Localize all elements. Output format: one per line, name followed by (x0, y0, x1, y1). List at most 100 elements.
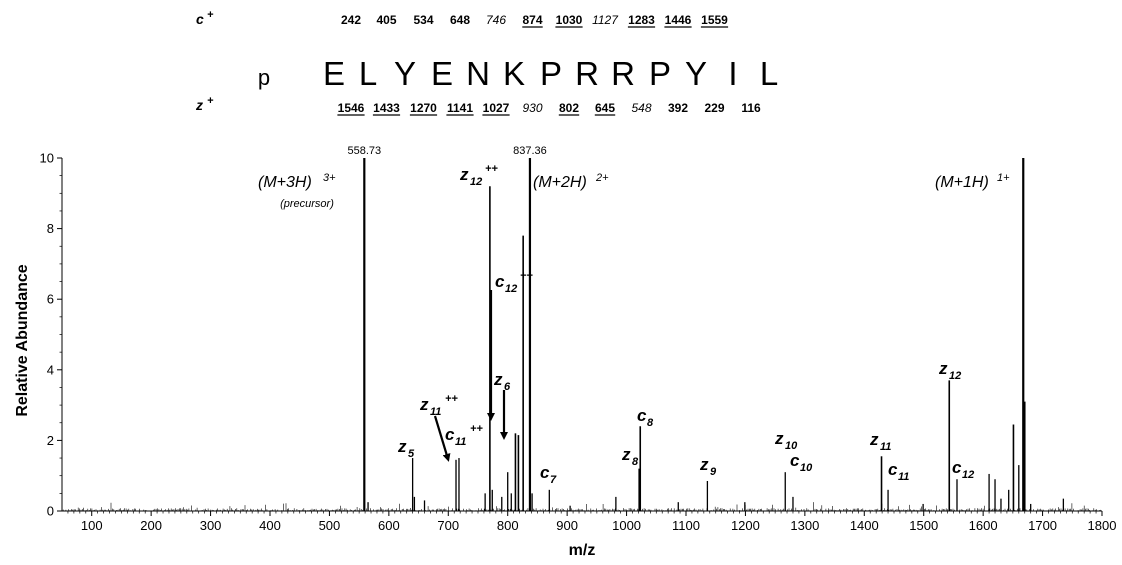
ion-label-number: 12 (949, 370, 961, 382)
z-ion-value: 1141 (447, 101, 473, 115)
sequence-residue: Y (394, 55, 416, 92)
ion-label: z (459, 165, 469, 184)
precursor-annotation-1h-charge: 1+ (997, 172, 1010, 184)
c-ion-value: 1446 (665, 13, 692, 27)
c-ion-value: 405 (376, 13, 396, 27)
y-tick-label: 4 (47, 362, 54, 377)
ion-label: c (637, 406, 647, 425)
y-axis-title: Relative Abundance (14, 264, 31, 416)
c-ion-value: 648 (450, 13, 470, 27)
ion-label-number: 11 (455, 436, 466, 448)
ion-label: c (952, 458, 962, 477)
z-ion-value: 1433 (373, 101, 400, 115)
ion-label-charge: ++ (470, 423, 483, 435)
x-tick-label: 1400 (850, 518, 879, 533)
precursor-annotation-1h: (M+1H) (935, 174, 989, 191)
ion-label-number: 11 (880, 441, 891, 453)
sequence-residue: P (649, 55, 671, 92)
x-tick-label: 1800 (1088, 518, 1117, 533)
ion-label: z (699, 455, 709, 474)
x-tick-label: 1300 (790, 518, 819, 533)
z-ion-value: 229 (704, 101, 724, 115)
peak-mass-label: 558.73 (347, 145, 381, 157)
x-tick-label: 400 (259, 518, 281, 533)
precursor-annotation-3h-charge: 3+ (323, 172, 336, 184)
ion-label: z (493, 370, 503, 389)
ion-label-number: 12 (470, 176, 482, 188)
precursor-annotation-3h: (M+3H) (258, 174, 312, 191)
z-ion-value: 392 (668, 101, 688, 115)
ion-label-number: 10 (800, 462, 813, 474)
y-tick-label: 0 (47, 504, 54, 519)
z-ion-value: 116 (741, 101, 761, 115)
z-ion-header: z (195, 97, 203, 113)
c-ion-value: 1127 (592, 13, 619, 27)
z-ion-value: 548 (631, 101, 651, 115)
ion-label-number: 11 (898, 471, 909, 483)
x-tick-label: 1000 (612, 518, 641, 533)
x-tick-label: 300 (200, 518, 222, 533)
c-ion-value: 1030 (556, 13, 583, 27)
x-tick-label: 200 (140, 518, 162, 533)
ion-label: c (790, 451, 800, 470)
x-tick-label: 700 (437, 518, 459, 533)
ion-label: c (495, 272, 505, 291)
x-tick-label: 800 (497, 518, 519, 533)
ion-label: c (540, 463, 550, 482)
sequence-residue: I (728, 55, 737, 92)
precursor-annotation-2h: (M+2H) (533, 174, 587, 191)
ion-label: z (774, 429, 784, 448)
c-ion-value: 1559 (701, 13, 728, 27)
c-ion-value: 242 (341, 13, 361, 27)
sequence-residue: P (540, 55, 562, 92)
y-tick-label: 6 (47, 292, 54, 307)
precursor-annotation-note: (precursor) (280, 198, 334, 210)
ion-label-charge: ++ (485, 163, 498, 175)
c-ion-value: 534 (413, 13, 433, 27)
ion-label: z (621, 445, 631, 464)
sequence-residue: R (575, 55, 599, 92)
ion-label: z (397, 437, 407, 456)
ion-label: z (419, 395, 429, 414)
x-tick-label: 100 (81, 518, 103, 533)
z-ion-value: 1270 (410, 101, 437, 115)
z-ion-value: 645 (595, 101, 615, 115)
x-tick-label: 1200 (731, 518, 760, 533)
c-ion-value: 746 (486, 13, 506, 27)
ion-label-number: 5 (408, 448, 415, 460)
sequence-residue: E (323, 55, 345, 92)
x-tick-label: 500 (319, 518, 341, 533)
ion-label: z (869, 430, 879, 449)
sequence-residue: Y (685, 55, 707, 92)
ion-label-charge: ++ (445, 393, 458, 405)
x-tick-label: 900 (556, 518, 578, 533)
y-tick-label: 10 (40, 151, 54, 166)
sequence-prefix: p (258, 65, 270, 90)
ion-label-number: 10 (785, 440, 798, 452)
ion-label-number: 11 (430, 406, 441, 418)
x-axis-title: m/z (569, 542, 596, 559)
x-tick-label: 1700 (1028, 518, 1057, 533)
ion-label-number: 8 (647, 417, 654, 429)
sequence-residue: R (611, 55, 635, 92)
x-tick-label: 1600 (969, 518, 998, 533)
c-ion-value: 874 (522, 13, 542, 27)
c-ion-value: 1283 (628, 13, 655, 27)
ion-label-number: 7 (550, 474, 557, 486)
noise-baseline (62, 502, 1101, 511)
peak-mass-label: 837.36 (513, 145, 547, 157)
z-ion-value: 1546 (338, 101, 365, 115)
x-tick-label: 600 (378, 518, 400, 533)
annotation-arrow (433, 415, 451, 462)
ion-label: c (888, 460, 898, 479)
y-tick-label: 2 (47, 433, 54, 448)
y-tick-label: 8 (47, 221, 54, 236)
z-ion-value: 802 (559, 101, 579, 115)
ion-label-number: 9 (710, 466, 717, 478)
x-tick-label: 1500 (909, 518, 938, 533)
ion-label: c (445, 425, 455, 444)
ion-label-number: 6 (504, 381, 511, 393)
sequence-residue: L (359, 55, 377, 92)
